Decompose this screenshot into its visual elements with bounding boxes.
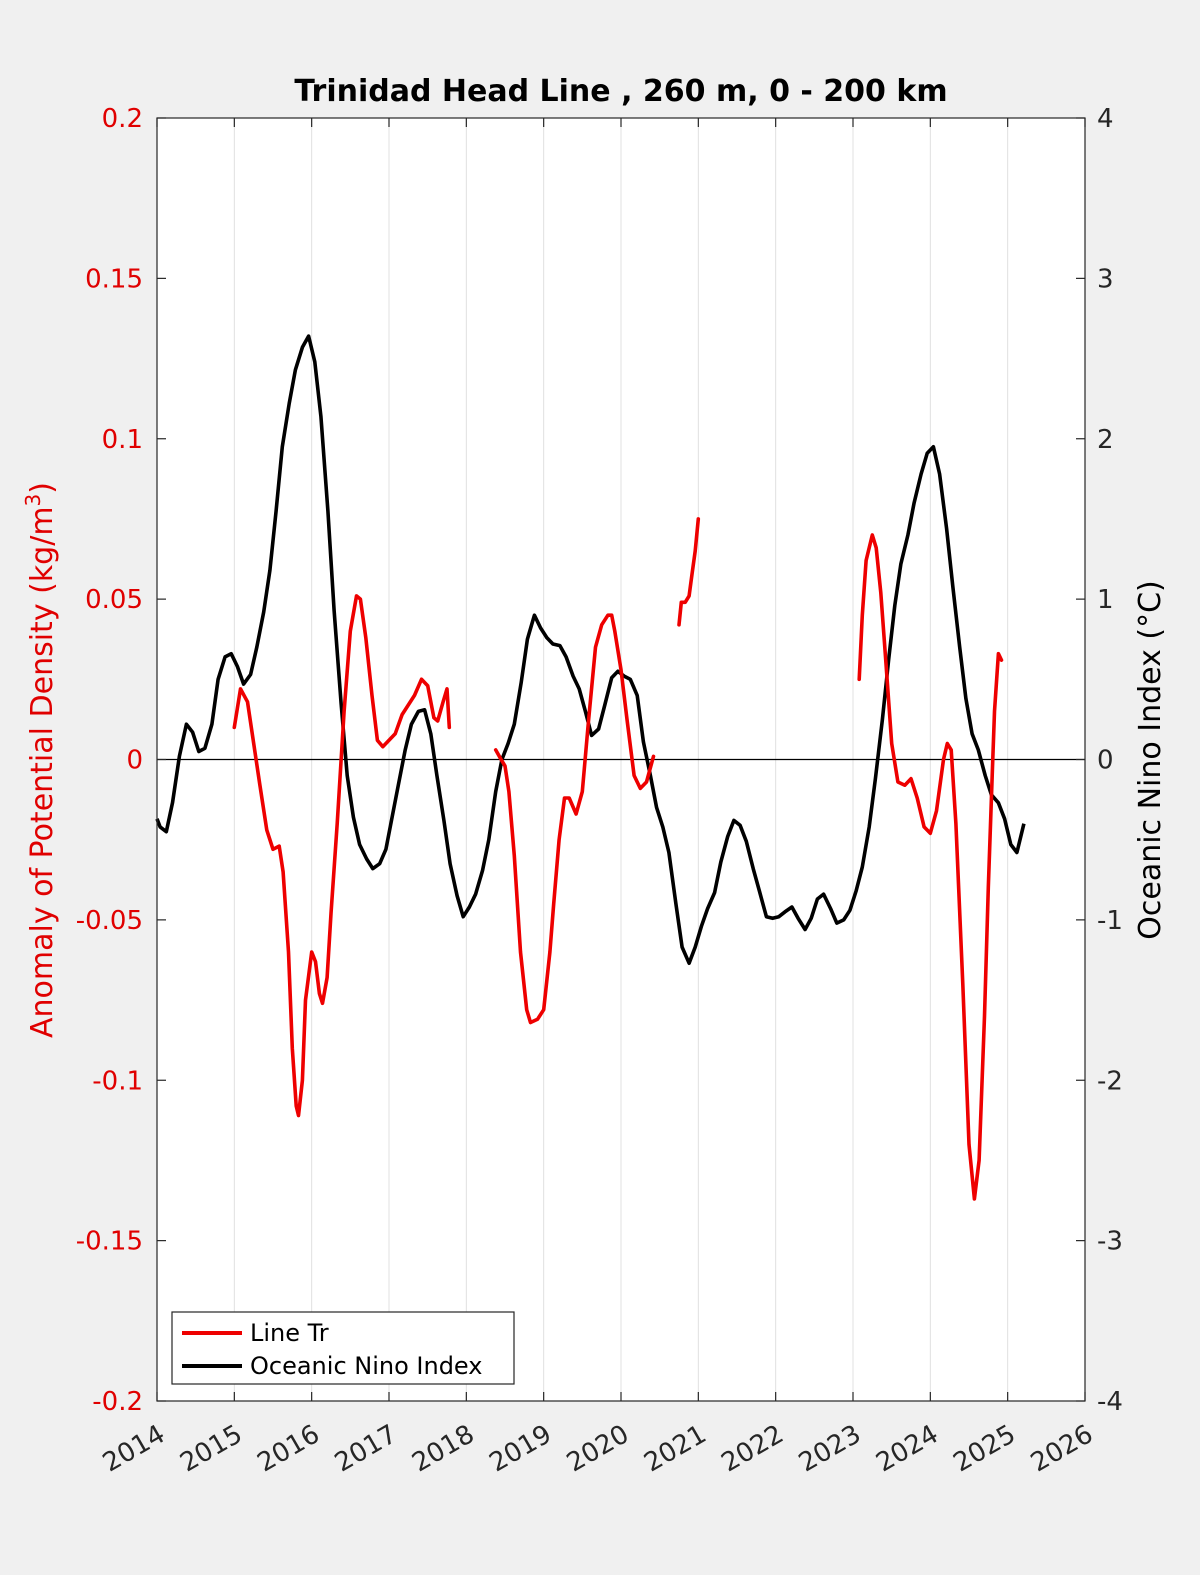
y-tick-label-right: -3 — [1097, 1227, 1123, 1257]
series-line-line-tr-segment — [232, 594, 452, 1118]
legend-label-line-tr: Line Tr — [250, 1319, 329, 1347]
legend: Line Tr Oceanic Nino Index — [171, 1311, 515, 1385]
y-tick-label-right: 0 — [1097, 746, 1114, 776]
legend-label-oni: Oceanic Nino Index — [250, 1352, 482, 1380]
y-tick-label-left: 0.15 — [85, 264, 143, 294]
y-tick-label-right: 3 — [1097, 264, 1114, 294]
y-axis-left-label: Anomaly of Potential Density (kg/m3) — [21, 482, 60, 1038]
y-tick-label-right: -4 — [1097, 1387, 1123, 1417]
y-tick-label-left: 0.2 — [102, 104, 143, 134]
y-tick-label-left: 0 — [126, 746, 143, 776]
legend-box — [171, 1311, 515, 1385]
y-tick-label-right: 4 — [1097, 104, 1114, 134]
y-tick-label-left: 0.05 — [85, 585, 143, 615]
y-tick-label-left: -0.15 — [76, 1227, 143, 1257]
y-tick-label-left: -0.05 — [76, 906, 143, 936]
y-axis-right-label: Oceanic Nino Index (°C) — [1133, 580, 1168, 940]
series-line-line-tr-segment — [857, 533, 1004, 1201]
series-line-line-tr-segment — [493, 613, 656, 1025]
chart-title: Trinidad Head Line , 260 m, 0 - 200 km — [294, 74, 947, 109]
y-tick-label-right: -2 — [1097, 1066, 1123, 1096]
series-layer — [155, 334, 1026, 1201]
ticks — [156, 117, 1086, 1402]
y-tick-label-left: -0.1 — [92, 1066, 143, 1096]
y-axis-left-label-close: ) — [25, 482, 60, 494]
series-line-line-tr-segment — [677, 517, 701, 627]
y-axis-left-label-text: Anomaly of Potential Density (kg/m — [25, 506, 60, 1038]
y-axis-left-label-superscript: 3 — [21, 494, 45, 507]
y-tick-label-left: -0.2 — [92, 1387, 143, 1417]
y-tick-label-left: 0.1 — [102, 425, 143, 455]
y-tick-label-right: 2 — [1097, 425, 1114, 455]
y-tick-label-right: -1 — [1097, 906, 1123, 936]
y-tick-label-right: 1 — [1097, 585, 1114, 615]
